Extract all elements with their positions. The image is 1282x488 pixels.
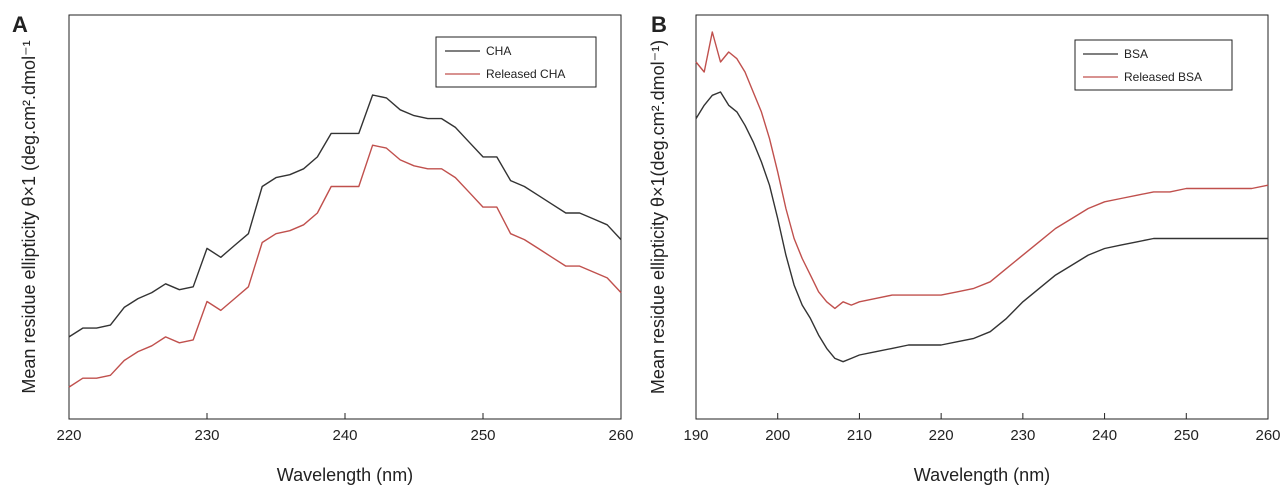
x-tick-label: 240 [1092, 427, 1117, 444]
legend-label-cha: CHA [486, 44, 511, 58]
x-tick-label: 240 [332, 427, 357, 444]
x-tick-label: 210 [847, 427, 872, 444]
series-line-cha [68, 94, 622, 338]
panel-a: A 220 230 240 250 260 CHA Released CHA Wavel… [12, 12, 634, 485]
x-tick-label: 260 [608, 427, 633, 444]
x-ticks-a: 220 230 240 250 260 [56, 413, 634, 444]
y-axis-title-a: Mean residue ellipticity θ×1 (deg.cm².dm… [19, 40, 39, 393]
series-lines-b [695, 31, 1269, 363]
series-line-bsa [695, 91, 1268, 363]
x-tick-label: 220 [56, 427, 81, 444]
y-axis-title-b: Mean residue ellipticity θ×1(deg.cm².dmo… [648, 40, 668, 394]
x-tick-label: 190 [683, 427, 708, 444]
series-line-released-cha [68, 144, 622, 388]
legend-label-released-bsa: Released BSA [1124, 70, 1202, 84]
legend-b: BSA Released BSA [1074, 39, 1233, 91]
x-tick-label: 230 [194, 427, 219, 444]
panel-letter-b: B [651, 12, 667, 37]
x-tick-label: 230 [1010, 427, 1035, 444]
x-tick-label: 250 [1174, 427, 1199, 444]
x-tick-label: 220 [929, 427, 954, 444]
legend-label-bsa: BSA [1124, 47, 1148, 61]
x-ticks-b: 190 200 210 220 230 240 250 260 [683, 413, 1281, 444]
x-tick-label: 260 [1255, 427, 1280, 444]
panel-b: B 190 200 210 220 230 240 250 260 BSA Released … [648, 12, 1281, 485]
legend-label-released-cha: Released CHA [486, 67, 565, 81]
legend-a: CHA Released CHA [435, 36, 597, 88]
x-tick-label: 200 [765, 427, 790, 444]
x-axis-title-b: Wavelength (nm) [914, 465, 1050, 485]
series-lines-a [68, 94, 622, 388]
panel-letter-a: A [12, 12, 28, 37]
plot-frame-b [695, 14, 1269, 420]
x-tick-label: 250 [470, 427, 495, 444]
series-line-released-bsa [695, 31, 1269, 310]
legend-box-a [435, 36, 597, 88]
legend-box-b [1074, 39, 1233, 91]
x-axis-title-a: Wavelength (nm) [277, 465, 413, 485]
